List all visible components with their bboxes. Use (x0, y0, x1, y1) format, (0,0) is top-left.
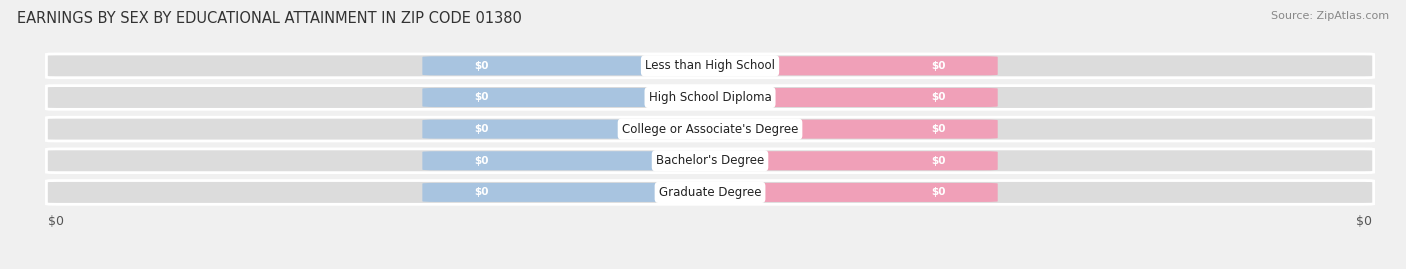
FancyBboxPatch shape (697, 88, 998, 107)
FancyBboxPatch shape (697, 183, 998, 202)
FancyBboxPatch shape (697, 120, 998, 139)
FancyBboxPatch shape (422, 56, 723, 75)
Text: $0: $0 (474, 187, 488, 197)
Text: $0: $0 (474, 156, 488, 166)
Text: EARNINGS BY SEX BY EDUCATIONAL ATTAINMENT IN ZIP CODE 01380: EARNINGS BY SEX BY EDUCATIONAL ATTAINMEN… (17, 11, 522, 26)
FancyBboxPatch shape (46, 117, 1374, 141)
Text: $0: $0 (932, 61, 946, 71)
Text: College or Associate's Degree: College or Associate's Degree (621, 123, 799, 136)
Text: High School Diploma: High School Diploma (648, 91, 772, 104)
Text: Less than High School: Less than High School (645, 59, 775, 72)
FancyBboxPatch shape (46, 86, 1374, 109)
FancyBboxPatch shape (422, 151, 723, 170)
Text: $0: $0 (474, 124, 488, 134)
Text: Graduate Degree: Graduate Degree (659, 186, 761, 199)
Text: Bachelor's Degree: Bachelor's Degree (657, 154, 763, 167)
Text: $0: $0 (474, 61, 488, 71)
FancyBboxPatch shape (46, 149, 1374, 173)
Text: $0: $0 (474, 93, 488, 102)
FancyBboxPatch shape (46, 54, 1374, 78)
Text: $0: $0 (932, 93, 946, 102)
FancyBboxPatch shape (422, 88, 723, 107)
Text: Source: ZipAtlas.com: Source: ZipAtlas.com (1271, 11, 1389, 21)
FancyBboxPatch shape (46, 180, 1374, 204)
Text: $0: $0 (932, 187, 946, 197)
FancyBboxPatch shape (697, 56, 998, 75)
FancyBboxPatch shape (422, 183, 723, 202)
Text: $0: $0 (932, 124, 946, 134)
Text: $0: $0 (932, 156, 946, 166)
Legend: Male, Female: Male, Female (641, 264, 779, 269)
FancyBboxPatch shape (697, 151, 998, 170)
FancyBboxPatch shape (422, 120, 723, 139)
